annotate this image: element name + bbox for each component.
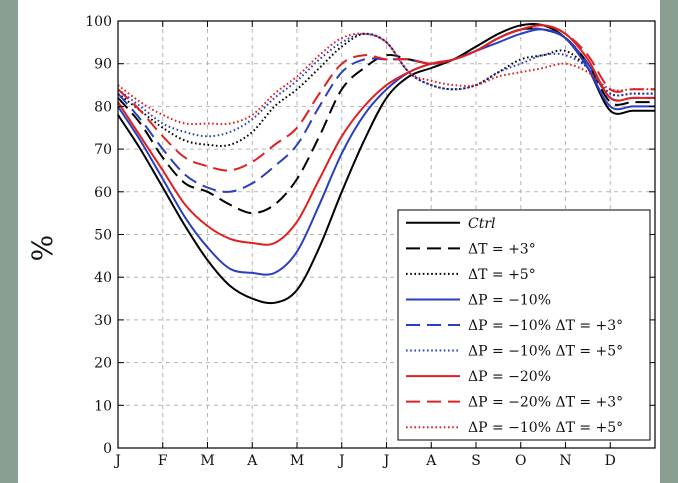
y-axis-label: % xyxy=(26,235,59,262)
x-tick-label: J xyxy=(382,453,390,469)
legend-label: ΔP = −20% xyxy=(468,369,551,385)
y-tick-label: 100 xyxy=(85,14,112,30)
legend-label: ΔP = −10% ΔT = +3° xyxy=(468,318,623,334)
x-tick-label: N xyxy=(559,453,571,469)
legend-label: ΔP = −10% ΔT = +5° xyxy=(468,420,623,436)
legend-label: ΔP = −10% xyxy=(468,292,551,308)
y-tick-label: 30 xyxy=(94,313,112,329)
y-tick-label: 90 xyxy=(94,57,112,73)
x-tick-label: A xyxy=(246,453,258,469)
y-tick-label: 10 xyxy=(94,398,112,414)
x-tick-label: O xyxy=(515,453,526,469)
x-tick-label: M xyxy=(200,453,214,469)
x-tick-label: D xyxy=(605,453,616,469)
chart-panel: 0 10 20 30 40 50 60 70 80 90 100 J F M A M J J A S O N D Ctrl Δ… xyxy=(18,0,660,483)
y-tick-label: 70 xyxy=(94,142,112,158)
x-tick-label: A xyxy=(425,453,437,469)
legend-label: ΔT = +3° xyxy=(468,241,536,257)
plot-frame xyxy=(117,20,656,449)
x-tick-label: S xyxy=(471,453,481,469)
x-tick-label: J xyxy=(337,453,345,469)
legend-label: Ctrl xyxy=(468,216,496,232)
line-chart: 0 10 20 30 40 50 60 70 80 90 100 J F M A M J J A S O N D Ctrl Δ… xyxy=(26,14,656,469)
y-tick-label: 20 xyxy=(94,356,112,372)
y-tick-label: 60 xyxy=(94,185,112,201)
y-tick-label: 50 xyxy=(94,228,112,244)
x-tick-label: M xyxy=(290,453,304,469)
y-tick-label: 0 xyxy=(103,441,112,457)
series-line xyxy=(117,24,655,172)
series-line xyxy=(117,32,655,147)
x-tick-label: F xyxy=(158,453,168,469)
legend-label: ΔP = −10% ΔT = +5° xyxy=(468,344,623,360)
y-tick-label: 80 xyxy=(94,99,112,115)
series-line xyxy=(117,27,655,215)
legend-label: ΔP = −20% ΔT = +3° xyxy=(468,395,623,411)
x-tick-label: J xyxy=(113,453,121,469)
legend-label: ΔT = +5° xyxy=(468,267,536,283)
series-line xyxy=(117,27,655,193)
y-tick-label: 40 xyxy=(94,270,112,286)
